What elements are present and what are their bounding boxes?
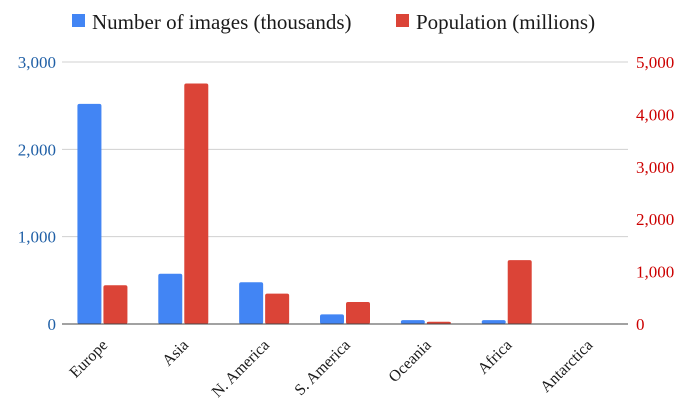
right-tick-label: 0 bbox=[636, 315, 645, 334]
right-tick-label: 5,000 bbox=[636, 53, 674, 72]
category-label: Africa bbox=[475, 337, 516, 378]
bars bbox=[77, 83, 587, 325]
bar-population bbox=[103, 285, 128, 324]
bar-images bbox=[320, 314, 344, 324]
left-tick-label: 1,000 bbox=[18, 228, 56, 247]
bar-images bbox=[158, 273, 183, 324]
left-axis: 0 1,000 2,000 3,000 bbox=[18, 53, 56, 334]
bar-population bbox=[184, 83, 209, 324]
right-tick-label: 4,000 bbox=[636, 105, 674, 124]
bar-images bbox=[481, 320, 506, 324]
right-tick-label: 3,000 bbox=[636, 158, 674, 177]
left-tick-label: 2,000 bbox=[18, 140, 56, 159]
category-label: Asia bbox=[159, 337, 192, 370]
legend-swatch-population bbox=[396, 14, 409, 27]
category-label: Oceania bbox=[386, 337, 435, 386]
right-tick-label: 1,000 bbox=[636, 263, 674, 282]
category-labels: Europe Asia N. America S. America Oceania Afr… bbox=[67, 337, 597, 401]
bar-population bbox=[346, 301, 370, 324]
category-label: S. America bbox=[292, 337, 354, 399]
gridlines bbox=[62, 61, 628, 238]
right-tick-label: 2,000 bbox=[636, 210, 674, 229]
bar-population bbox=[265, 293, 290, 324]
category-label: N. America bbox=[209, 337, 273, 401]
legend-label-population: Population (millions) bbox=[416, 10, 595, 34]
legend-label-images: Number of images (thousands) bbox=[92, 10, 352, 34]
category-label: Europe bbox=[67, 337, 112, 382]
left-tick-label: 0 bbox=[48, 315, 57, 334]
legend-swatch-images bbox=[72, 14, 85, 27]
legend: Number of images (thousands) Population … bbox=[72, 10, 595, 34]
bar-images bbox=[77, 103, 102, 324]
bar-images bbox=[239, 282, 264, 324]
right-axis: 0 1,000 2,000 3,000 4,000 5,000 bbox=[636, 53, 674, 334]
left-tick-label: 3,000 bbox=[18, 53, 56, 72]
bar-population bbox=[426, 321, 451, 324]
category-label: Antarctica bbox=[537, 337, 596, 396]
bar-images bbox=[400, 320, 425, 324]
bar-population bbox=[507, 260, 532, 324]
